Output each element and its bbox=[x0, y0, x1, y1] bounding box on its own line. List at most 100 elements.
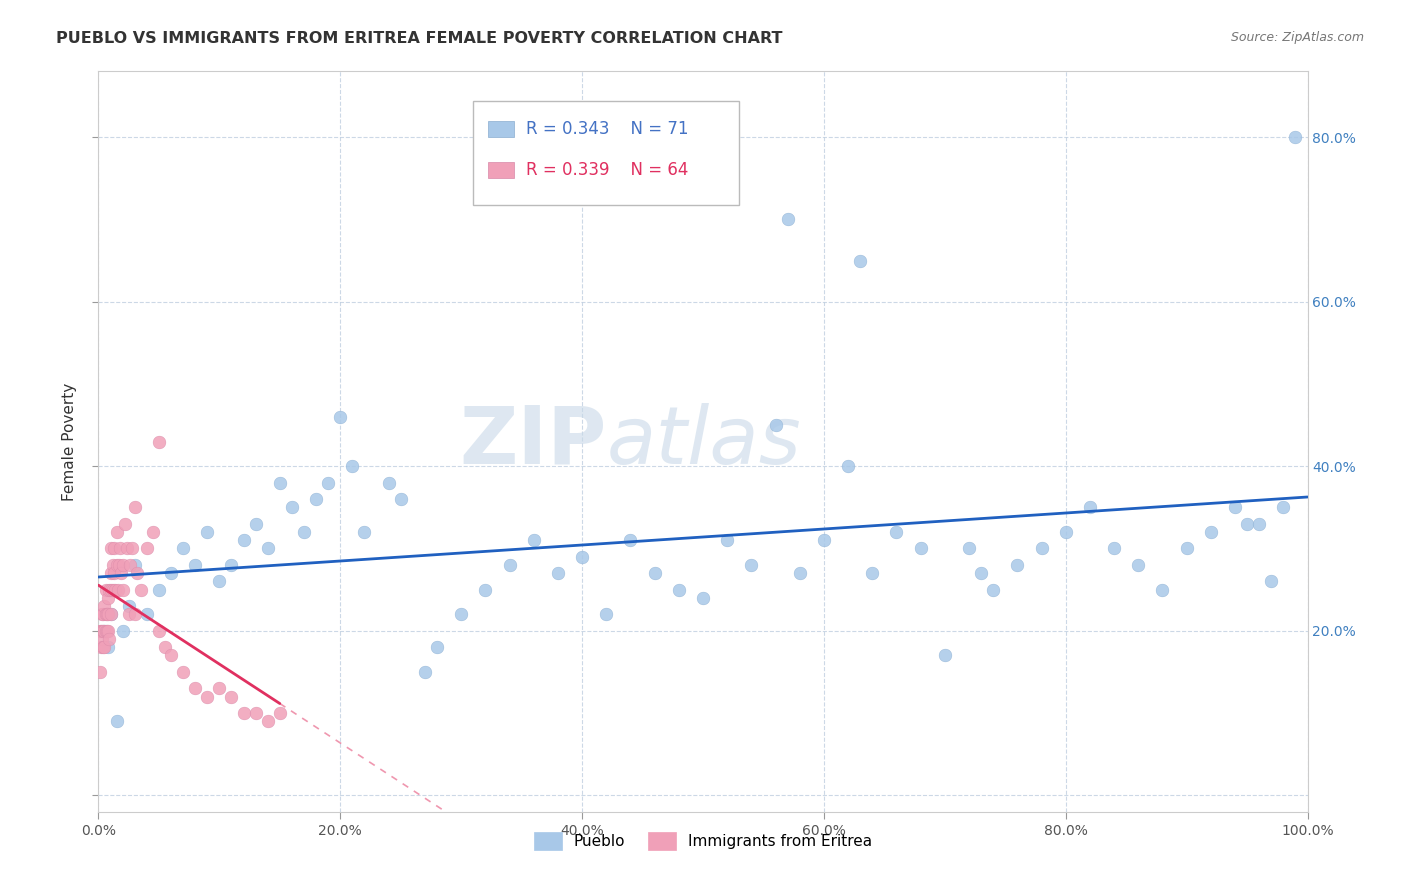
Pueblo bbox=[849, 253, 872, 268]
Immigrants from Eritrea bbox=[96, 607, 118, 622]
Immigrants from Eritrea bbox=[148, 624, 170, 638]
Immigrants from Eritrea bbox=[118, 607, 141, 622]
Immigrants from Eritrea bbox=[100, 541, 122, 556]
Immigrants from Eritrea bbox=[100, 566, 122, 581]
Pueblo bbox=[837, 459, 859, 474]
Pueblo bbox=[765, 418, 787, 433]
Immigrants from Eritrea bbox=[127, 566, 149, 581]
Pueblo bbox=[957, 541, 980, 556]
Immigrants from Eritrea bbox=[93, 624, 115, 638]
Pueblo bbox=[981, 582, 1004, 597]
Immigrants from Eritrea bbox=[172, 665, 194, 679]
Immigrants from Eritrea bbox=[105, 524, 128, 539]
Immigrants from Eritrea bbox=[208, 681, 231, 696]
Pueblo bbox=[105, 714, 128, 729]
Pueblo bbox=[208, 574, 231, 589]
Immigrants from Eritrea bbox=[256, 714, 278, 729]
Pueblo bbox=[1260, 574, 1282, 589]
Pueblo bbox=[776, 212, 799, 227]
Pueblo bbox=[910, 541, 932, 556]
Pueblo bbox=[93, 624, 115, 638]
Immigrants from Eritrea bbox=[110, 566, 132, 581]
Bar bbox=[488, 121, 515, 137]
Pueblo bbox=[716, 533, 738, 548]
Pueblo bbox=[1175, 541, 1198, 556]
Pueblo bbox=[595, 607, 617, 622]
Pueblo bbox=[474, 582, 496, 597]
Immigrants from Eritrea bbox=[91, 607, 114, 622]
Text: R = 0.343    N = 71: R = 0.343 N = 71 bbox=[526, 120, 689, 138]
Immigrants from Eritrea bbox=[232, 706, 254, 720]
Pueblo bbox=[523, 533, 546, 548]
Pueblo bbox=[970, 566, 993, 581]
Pueblo bbox=[1223, 500, 1246, 515]
Immigrants from Eritrea bbox=[103, 541, 125, 556]
Immigrants from Eritrea bbox=[93, 599, 115, 613]
Immigrants from Eritrea bbox=[91, 624, 114, 638]
Pueblo bbox=[692, 591, 714, 605]
Y-axis label: Female Poverty: Female Poverty bbox=[62, 383, 77, 500]
Immigrants from Eritrea bbox=[97, 624, 120, 638]
Immigrants from Eritrea bbox=[103, 566, 125, 581]
Pueblo bbox=[413, 665, 436, 679]
Immigrants from Eritrea bbox=[94, 607, 117, 622]
Immigrants from Eritrea bbox=[142, 524, 165, 539]
Immigrants from Eritrea bbox=[124, 500, 146, 515]
Immigrants from Eritrea bbox=[108, 558, 131, 572]
Immigrants from Eritrea bbox=[153, 640, 176, 655]
Pueblo bbox=[184, 558, 207, 572]
Pueblo bbox=[1152, 582, 1174, 597]
Pueblo bbox=[269, 475, 291, 490]
Immigrants from Eritrea bbox=[96, 624, 118, 638]
Pueblo bbox=[353, 524, 375, 539]
Pueblo bbox=[668, 582, 690, 597]
Immigrants from Eritrea bbox=[94, 582, 117, 597]
Immigrants from Eritrea bbox=[91, 632, 114, 646]
Pueblo bbox=[281, 500, 304, 515]
Immigrants from Eritrea bbox=[111, 558, 134, 572]
Pueblo bbox=[1054, 524, 1077, 539]
Pueblo bbox=[498, 558, 520, 572]
Pueblo bbox=[450, 607, 472, 622]
Pueblo bbox=[1007, 558, 1029, 572]
Immigrants from Eritrea bbox=[135, 541, 157, 556]
Text: atlas: atlas bbox=[606, 402, 801, 481]
Pueblo bbox=[195, 524, 218, 539]
Immigrants from Eritrea bbox=[184, 681, 207, 696]
Immigrants from Eritrea bbox=[94, 624, 117, 638]
Pueblo bbox=[221, 558, 243, 572]
Immigrants from Eritrea bbox=[117, 541, 139, 556]
Pueblo bbox=[1249, 516, 1271, 531]
Pueblo bbox=[329, 409, 352, 424]
Immigrants from Eritrea bbox=[269, 706, 291, 720]
Pueblo bbox=[97, 640, 120, 655]
Pueblo bbox=[789, 566, 811, 581]
Pueblo bbox=[148, 582, 170, 597]
Text: ZIP: ZIP bbox=[458, 402, 606, 481]
Immigrants from Eritrea bbox=[148, 434, 170, 449]
Pueblo bbox=[256, 541, 278, 556]
Immigrants from Eritrea bbox=[90, 624, 112, 638]
Immigrants from Eritrea bbox=[97, 607, 120, 622]
Pueblo bbox=[1128, 558, 1150, 572]
Bar bbox=[488, 161, 515, 178]
Pueblo bbox=[813, 533, 835, 548]
Pueblo bbox=[111, 624, 134, 638]
Pueblo bbox=[886, 524, 908, 539]
Pueblo bbox=[389, 492, 412, 507]
Pueblo bbox=[860, 566, 883, 581]
Pueblo bbox=[172, 541, 194, 556]
Pueblo bbox=[316, 475, 339, 490]
Pueblo bbox=[1078, 500, 1101, 515]
Immigrants from Eritrea bbox=[121, 541, 143, 556]
Immigrants from Eritrea bbox=[124, 607, 146, 622]
Immigrants from Eritrea bbox=[91, 624, 114, 638]
Pueblo bbox=[305, 492, 328, 507]
Immigrants from Eritrea bbox=[89, 665, 111, 679]
Pueblo bbox=[135, 607, 157, 622]
Immigrants from Eritrea bbox=[195, 690, 218, 704]
Immigrants from Eritrea bbox=[97, 591, 120, 605]
Pueblo bbox=[292, 524, 315, 539]
Immigrants from Eritrea bbox=[108, 541, 131, 556]
Pueblo bbox=[118, 599, 141, 613]
